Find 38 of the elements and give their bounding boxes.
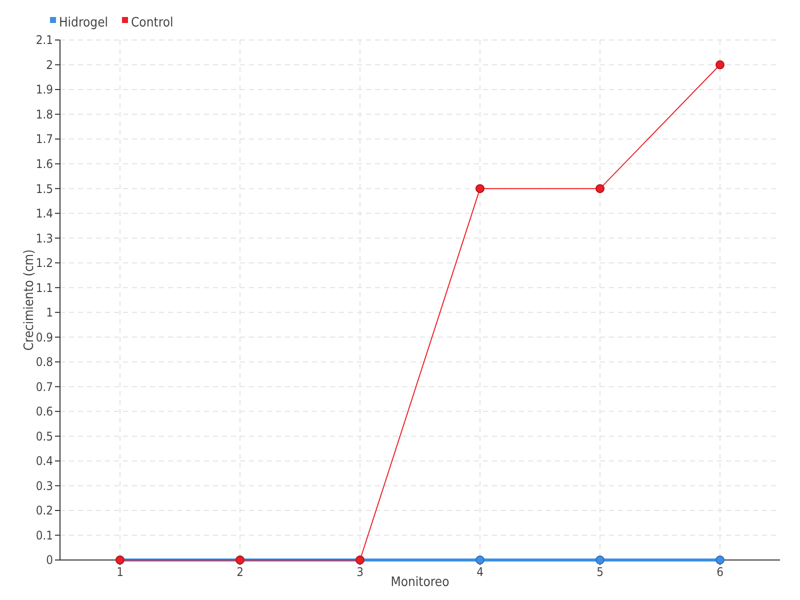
y-tick-label: 0.4	[36, 454, 54, 468]
y-tick-label: 0.6	[36, 404, 54, 419]
x-tick-label: 3	[356, 565, 364, 579]
legend-label: Hidrogel	[59, 16, 108, 31]
y-tick-label: 1.9	[36, 82, 54, 97]
x-axis-title: Monitoreo	[390, 575, 450, 590]
x-tick-label: 1	[116, 565, 124, 579]
y-tick-label: 1.8	[36, 107, 54, 122]
y-axis-title: Crecimiento (cm)	[22, 249, 37, 351]
x-tick-label: 2	[236, 565, 244, 579]
y-tick-label: 0.7	[36, 380, 53, 394]
point	[596, 184, 604, 194]
point	[476, 184, 484, 194]
y-tick-label: 1.5	[36, 182, 53, 196]
y-tick-label: 0.5	[36, 429, 53, 444]
y-tick-label: 1	[46, 306, 53, 320]
y-tick-label: 1.1	[36, 280, 53, 295]
point	[596, 556, 604, 564]
x-tick-label: 4	[476, 565, 484, 579]
y-tick-label: 0	[46, 553, 54, 568]
y-tick-label: 0.2	[36, 504, 53, 518]
y-tick-label: 1.2	[36, 256, 53, 270]
y-tick-label: 0.3	[36, 478, 53, 493]
point	[716, 60, 724, 70]
y-tick-label: 0.8	[36, 355, 54, 370]
legend-label: Control	[131, 16, 174, 31]
y-tick-label: 1.4	[36, 206, 54, 221]
y-tick-label: 1.7	[36, 132, 53, 146]
y-tick-label: 0.9	[36, 330, 54, 344]
y-tick-label: 1.6	[36, 157, 54, 172]
y-tick-label: 0.1	[36, 528, 53, 542]
x-tick-label: 6	[716, 565, 724, 579]
point	[716, 556, 724, 564]
y-tick-label: 1.3	[36, 231, 53, 246]
y-tick-label: 2	[46, 58, 53, 72]
x-tick-label: 5	[596, 565, 604, 579]
y-tick-label: 2.1	[36, 33, 53, 48]
point	[476, 556, 484, 564]
